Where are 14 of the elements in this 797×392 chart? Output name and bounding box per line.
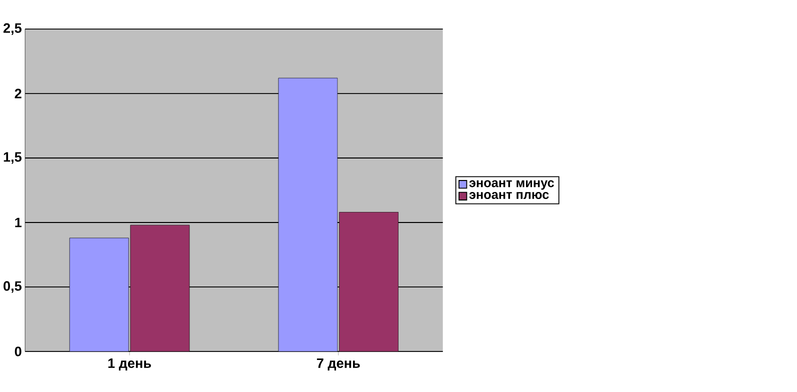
legend-label: эноант плюс — [469, 192, 549, 199]
y-tick-label: 0,5 — [4, 281, 22, 293]
y-tick-label: 1,5 — [4, 152, 22, 164]
x-tick-label: 7 день — [316, 358, 360, 370]
y-tick-label: 2 — [14, 88, 22, 98]
y-tick-label: 1 — [15, 218, 22, 228]
bar — [130, 224, 190, 352]
y-tick-label: 0 — [14, 346, 22, 356]
x-tick-label: 1 день — [108, 358, 151, 370]
legend-label: эноант минус — [469, 180, 554, 190]
bar — [339, 212, 399, 352]
bar — [70, 238, 129, 352]
bar — [278, 78, 338, 352]
y-tick-label: 2,5 — [3, 23, 22, 35]
